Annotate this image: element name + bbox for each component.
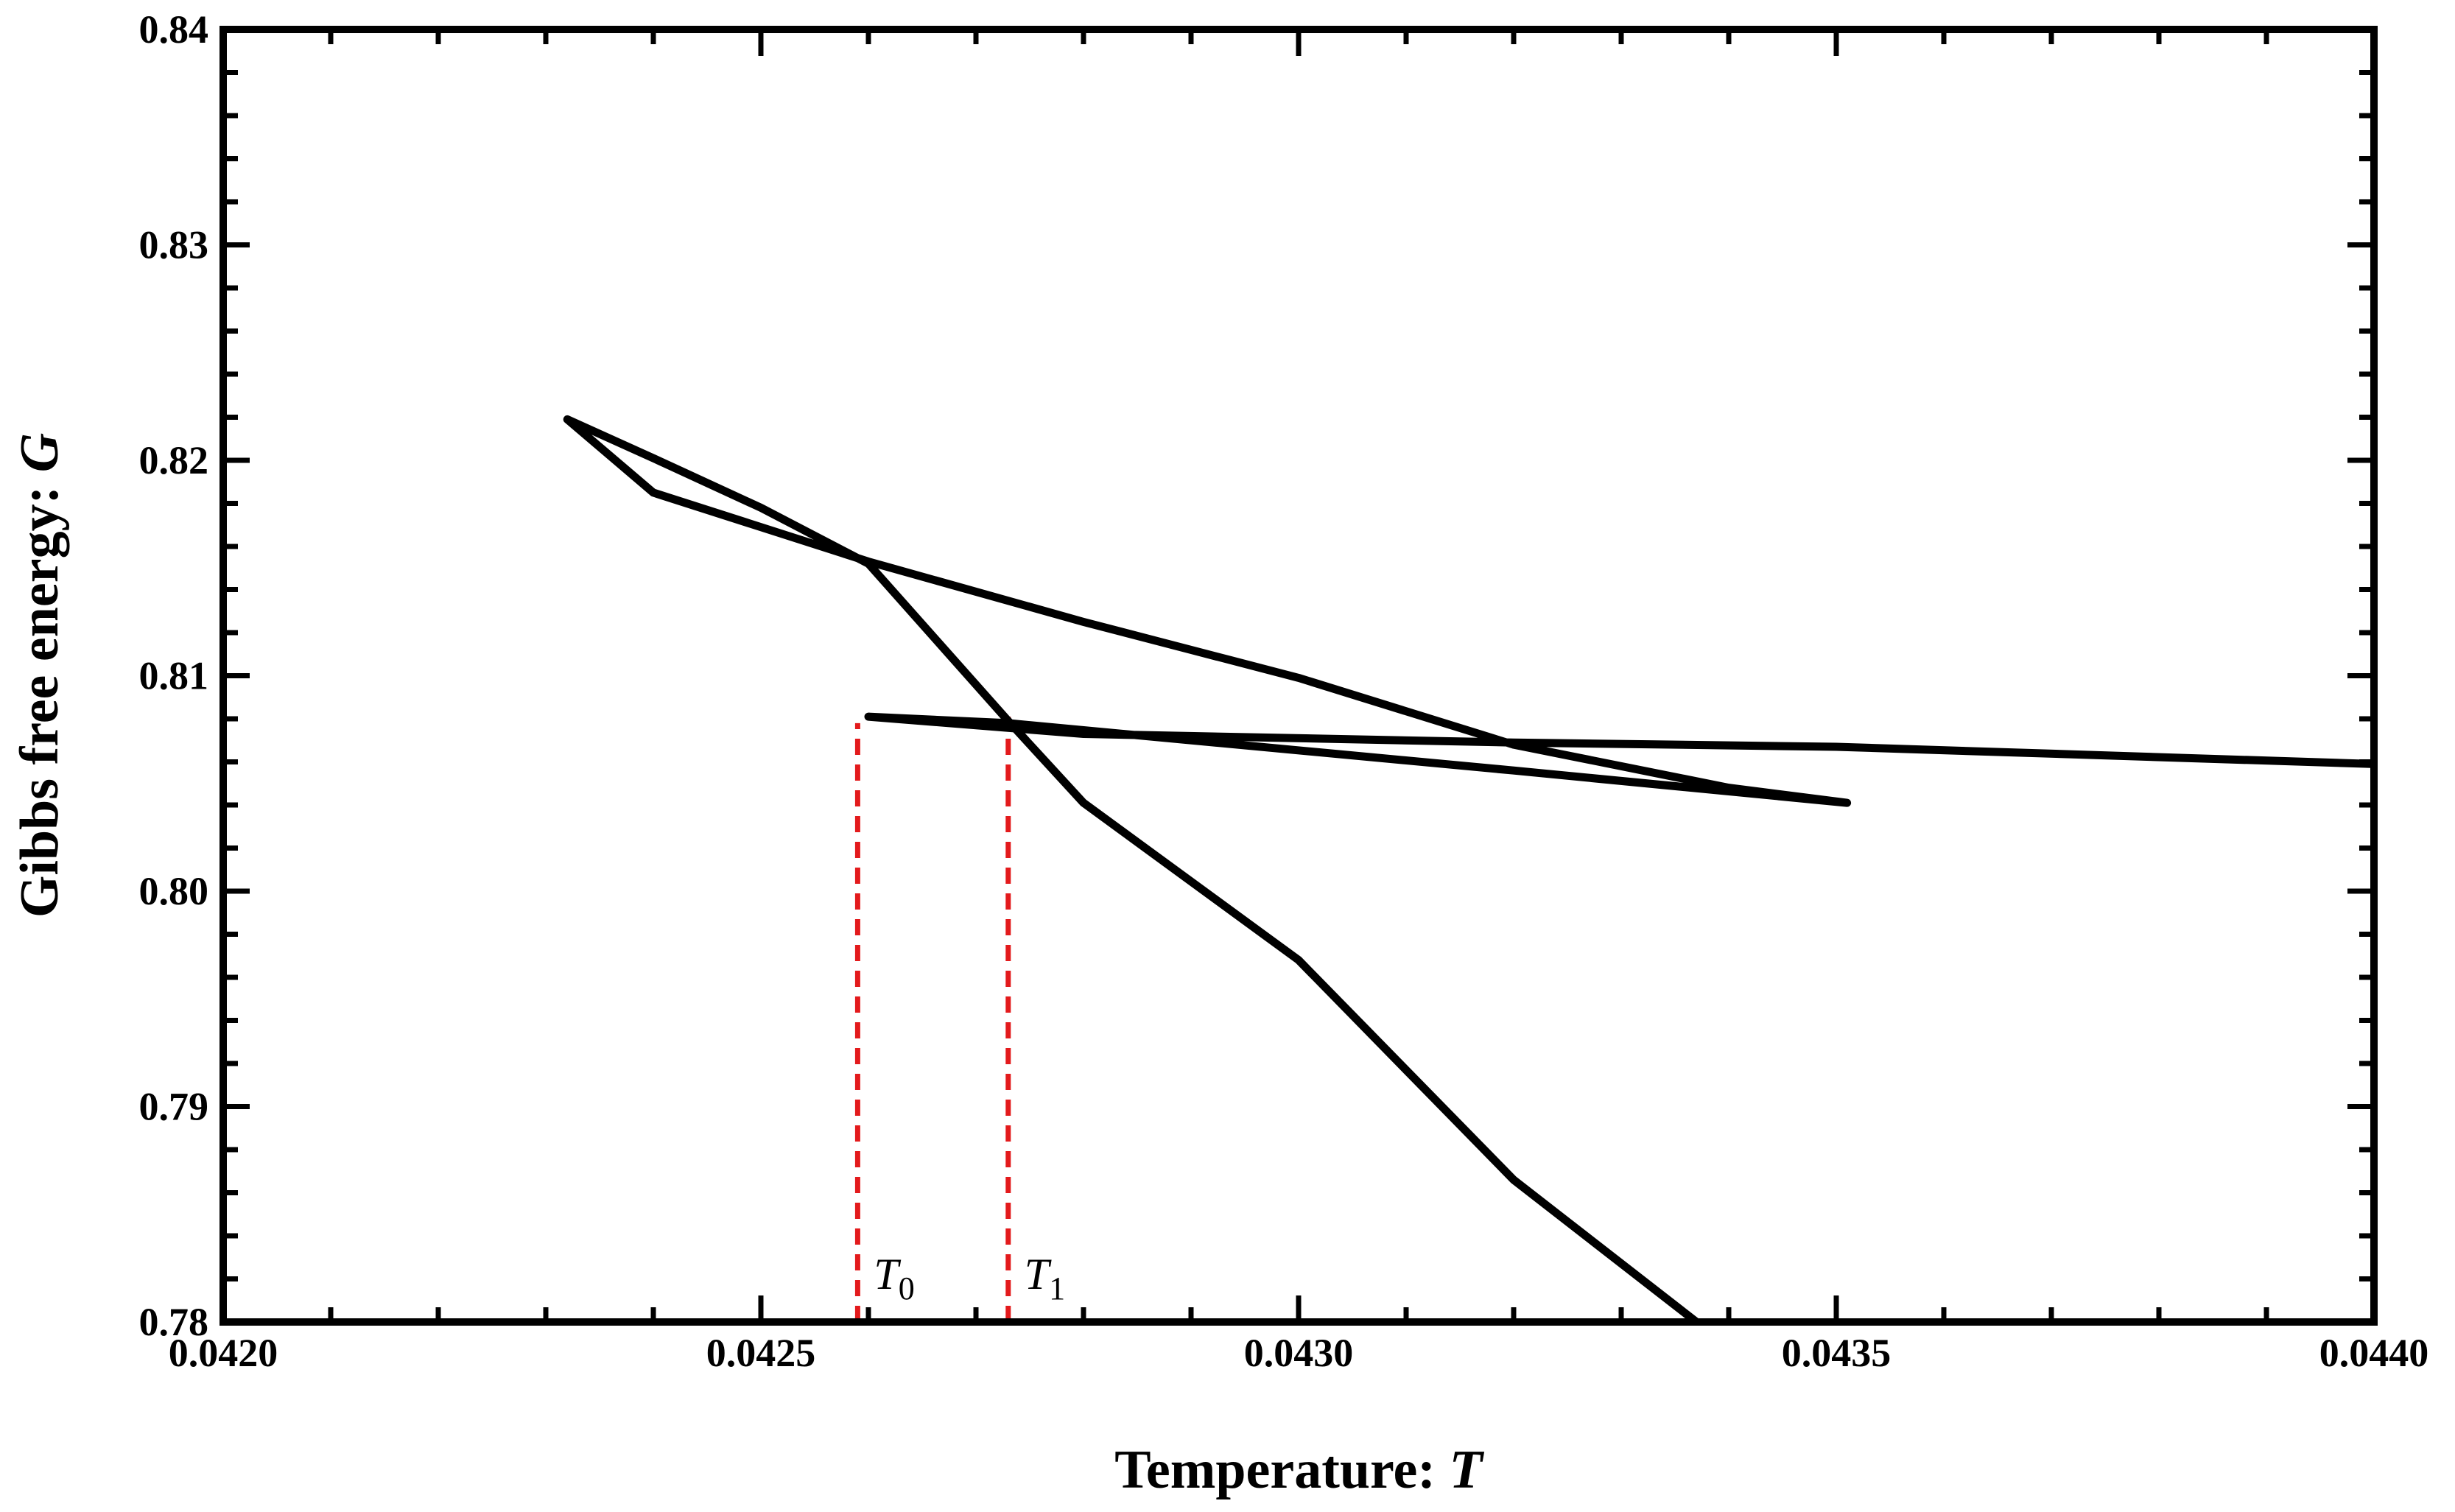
x-tick-label: 0.0420 (169, 1331, 278, 1375)
vline-label-0: T0 (874, 1250, 914, 1307)
series-line-0 (563, 415, 2374, 1322)
tick-labels: 0.0420 0.0425 0.0430 0.0435 0.0440 0.78 0.79 0.… (139, 7, 2429, 1375)
data-layer (563, 415, 2374, 1322)
x-tick-label: 0.0425 (706, 1331, 816, 1375)
y-axis-title: Gibbs free energy: G (10, 433, 70, 918)
plot-frame (219, 26, 2378, 1326)
x-tick-label: 0.0440 (2319, 1331, 2429, 1375)
y-tick-label: 0.82 (139, 438, 209, 482)
y-tick-label: 0.79 (139, 1085, 209, 1129)
y-tick-label: 0.83 (139, 223, 209, 267)
y-tick-label: 0.81 (139, 654, 209, 698)
x-tick-label: 0.0430 (1244, 1331, 1354, 1375)
vline-annotations: T0 T1 (874, 1250, 1065, 1307)
y-tick-label: 0.84 (139, 7, 209, 52)
x-tick-label: 0.0435 (1782, 1331, 1892, 1375)
y-tick-label: 0.80 (139, 869, 209, 913)
x-axis-title: Temperature: T (1114, 1440, 1484, 1500)
vline-label-1: T1 (1025, 1250, 1065, 1307)
y-tick-label: 0.78 (139, 1300, 209, 1344)
